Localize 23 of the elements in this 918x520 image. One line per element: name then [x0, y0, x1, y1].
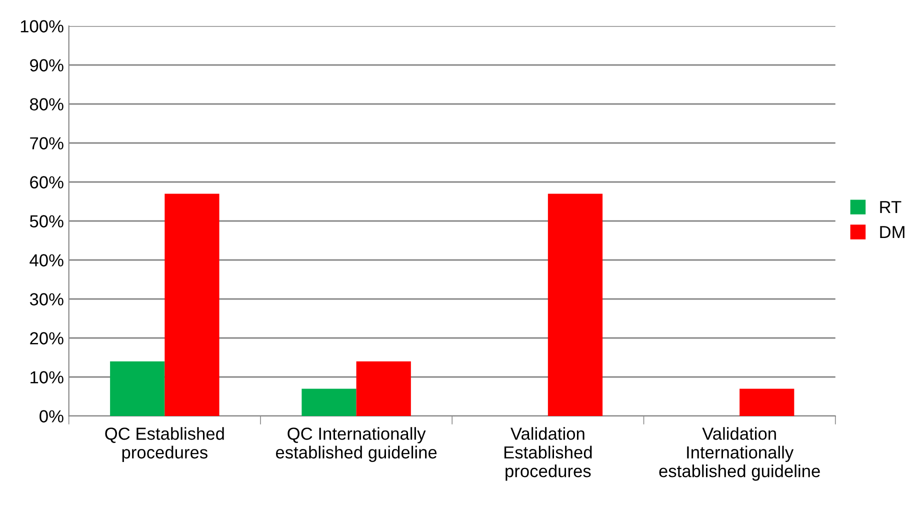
bar — [110, 361, 165, 416]
bar — [740, 388, 794, 416]
x-tick-label: QC Established procedures — [105, 427, 224, 462]
bar — [302, 388, 356, 416]
legend-label: DM — [880, 226, 904, 238]
y-tick-label: 60% — [30, 176, 64, 188]
bar — [548, 194, 603, 416]
y-tick-label: 90% — [30, 59, 64, 72]
bar — [164, 194, 220, 416]
x-tick-label: Validation Internationally established guideline — [659, 427, 820, 481]
x-tick-label: Validation Established procedures — [504, 427, 592, 481]
x-tick-label: QC Internationally established guideline — [276, 427, 437, 462]
y-tick-label: 40% — [30, 254, 64, 266]
y-tick-label: 70% — [30, 137, 64, 150]
y-tick-label: 0% — [40, 410, 64, 422]
y-tick-label: 80% — [30, 98, 64, 110]
y-tick-label: 50% — [30, 215, 64, 228]
y-tick-label: 10% — [30, 371, 64, 384]
bar — [356, 361, 411, 416]
y-tick-label: 100% — [20, 20, 64, 32]
legend-label: RT — [880, 201, 902, 214]
y-tick-label: 20% — [30, 332, 64, 344]
y-tick-label: 30% — [30, 293, 64, 306]
